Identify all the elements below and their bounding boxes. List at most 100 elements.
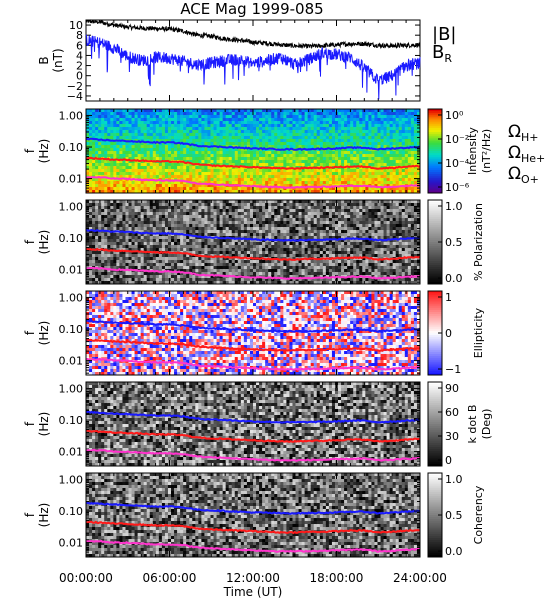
spectrogram-cell <box>307 127 312 131</box>
spectrogram-cell <box>341 160 345 164</box>
spectrogram-cell <box>416 187 421 191</box>
spectrogram-cell <box>274 130 278 134</box>
spectrogram-cell <box>116 263 120 267</box>
spectrogram-cell <box>92 184 96 188</box>
spectrogram-cell <box>246 215 251 219</box>
spectrogram-cell <box>95 251 99 255</box>
spectrogram-cell <box>95 127 99 131</box>
spectrogram-cell <box>149 109 154 113</box>
spectrogram-cell <box>377 160 381 164</box>
spectrogram-cell <box>122 160 126 164</box>
spectrogram-cell <box>122 118 126 122</box>
spectrogram-cell <box>119 260 123 264</box>
spectrogram-cell <box>198 178 202 182</box>
spectrogram-cell <box>413 121 418 125</box>
spectrogram-cell <box>152 203 157 207</box>
spectrogram-cell <box>219 163 224 167</box>
spectrogram-cell <box>198 230 202 234</box>
spectrogram-cell <box>389 181 394 185</box>
spectrogram-cell <box>189 221 193 225</box>
spectrogram-cell <box>225 257 230 261</box>
spectrogram-cell <box>174 272 178 276</box>
spectrogram-cell <box>192 157 196 161</box>
spectrogram-cell <box>240 269 245 273</box>
spectrogram-cell <box>158 115 163 119</box>
spectrogram-cell <box>183 127 187 131</box>
spectrogram-cell <box>307 133 312 137</box>
spectrogram-cell <box>262 230 266 234</box>
spectrogram-cell <box>155 175 160 179</box>
spectrogram-cell <box>104 163 108 167</box>
spectrogram-cell <box>277 121 281 125</box>
spectrogram-cell <box>416 124 421 128</box>
spectrogram-cell <box>110 124 114 128</box>
spectrogram-cell <box>304 190 309 194</box>
spectrogram-cell <box>171 181 175 185</box>
spectrogram-cell <box>107 115 111 119</box>
spectrogram-cell <box>289 130 293 134</box>
spectrogram-cell <box>137 175 142 179</box>
spectrogram-cell <box>186 236 190 240</box>
spectrogram-cell <box>249 154 254 158</box>
spectrogram-cell <box>265 112 269 116</box>
spectrogram-cell <box>207 275 211 279</box>
spectrogram-cell <box>149 212 154 216</box>
spectrogram-cell <box>350 109 354 113</box>
spectrogram-cell <box>125 251 129 255</box>
spectrogram-cell <box>319 157 324 161</box>
spectrogram-cell <box>177 224 181 228</box>
spectrogram-cell <box>256 266 260 270</box>
spectrogram-cell <box>110 224 114 228</box>
spectrogram-cell <box>195 127 199 131</box>
spectrogram-cell <box>301 130 306 134</box>
spectrogram-cell <box>219 151 224 155</box>
spectrogram-cell <box>98 145 102 149</box>
spectrogram-cell <box>161 254 166 258</box>
spectrogram-cell <box>137 263 142 267</box>
spectrogram-cell <box>201 212 205 216</box>
spectrogram-cell <box>401 133 406 137</box>
spectrogram-cell <box>122 221 126 225</box>
spectrogram-cell <box>204 281 208 285</box>
spectrogram-cell <box>304 187 309 191</box>
spectrogram-cell <box>155 230 160 234</box>
spectrogram-cell <box>225 281 230 285</box>
spectrogram-cell <box>222 187 227 191</box>
spectrogram-cell <box>92 190 96 194</box>
spectrogram-cell <box>86 181 90 185</box>
spectrogram-cell <box>377 169 381 173</box>
spectrogram-cell <box>344 133 348 137</box>
spectrogram-cell <box>113 118 117 122</box>
spectrogram-cell <box>362 115 366 119</box>
spectrogram-cell <box>262 200 266 204</box>
spectrogram-cell <box>416 181 421 185</box>
spectrogram-cell <box>92 130 96 134</box>
spectrogram-cell <box>180 269 184 273</box>
spectrogram-cell <box>213 163 217 167</box>
spectrogram-cell <box>313 157 318 161</box>
spectrogram-cell <box>125 148 129 152</box>
spectrogram-cell <box>177 242 181 246</box>
spectrogram-cell <box>167 121 172 125</box>
spectrogram-cell <box>401 181 406 185</box>
spectrogram-cell <box>143 109 148 113</box>
spectrogram-cell <box>322 124 327 128</box>
spectrogram-cell <box>113 266 117 270</box>
spectrogram-cell <box>110 127 114 131</box>
spectrogram-cell <box>344 118 348 122</box>
spectrogram-cell <box>222 166 227 170</box>
spectrogram-cell <box>356 109 360 113</box>
spectrogram-cell <box>246 233 251 237</box>
spectrogram-cell <box>174 130 178 134</box>
spectrogram-cell <box>262 233 266 237</box>
spectrogram-cell <box>113 175 117 179</box>
spectrogram-cell <box>280 184 284 188</box>
spectrogram-cell <box>341 145 345 149</box>
spectrogram-cell <box>216 136 220 140</box>
spectrogram-cell <box>207 248 211 252</box>
spectrogram-cell <box>204 218 208 222</box>
spectrogram-cell <box>301 190 306 194</box>
spectrogram-cell <box>195 115 199 119</box>
spectrogram-cell <box>140 124 145 128</box>
spectrogram-cell <box>204 248 208 252</box>
